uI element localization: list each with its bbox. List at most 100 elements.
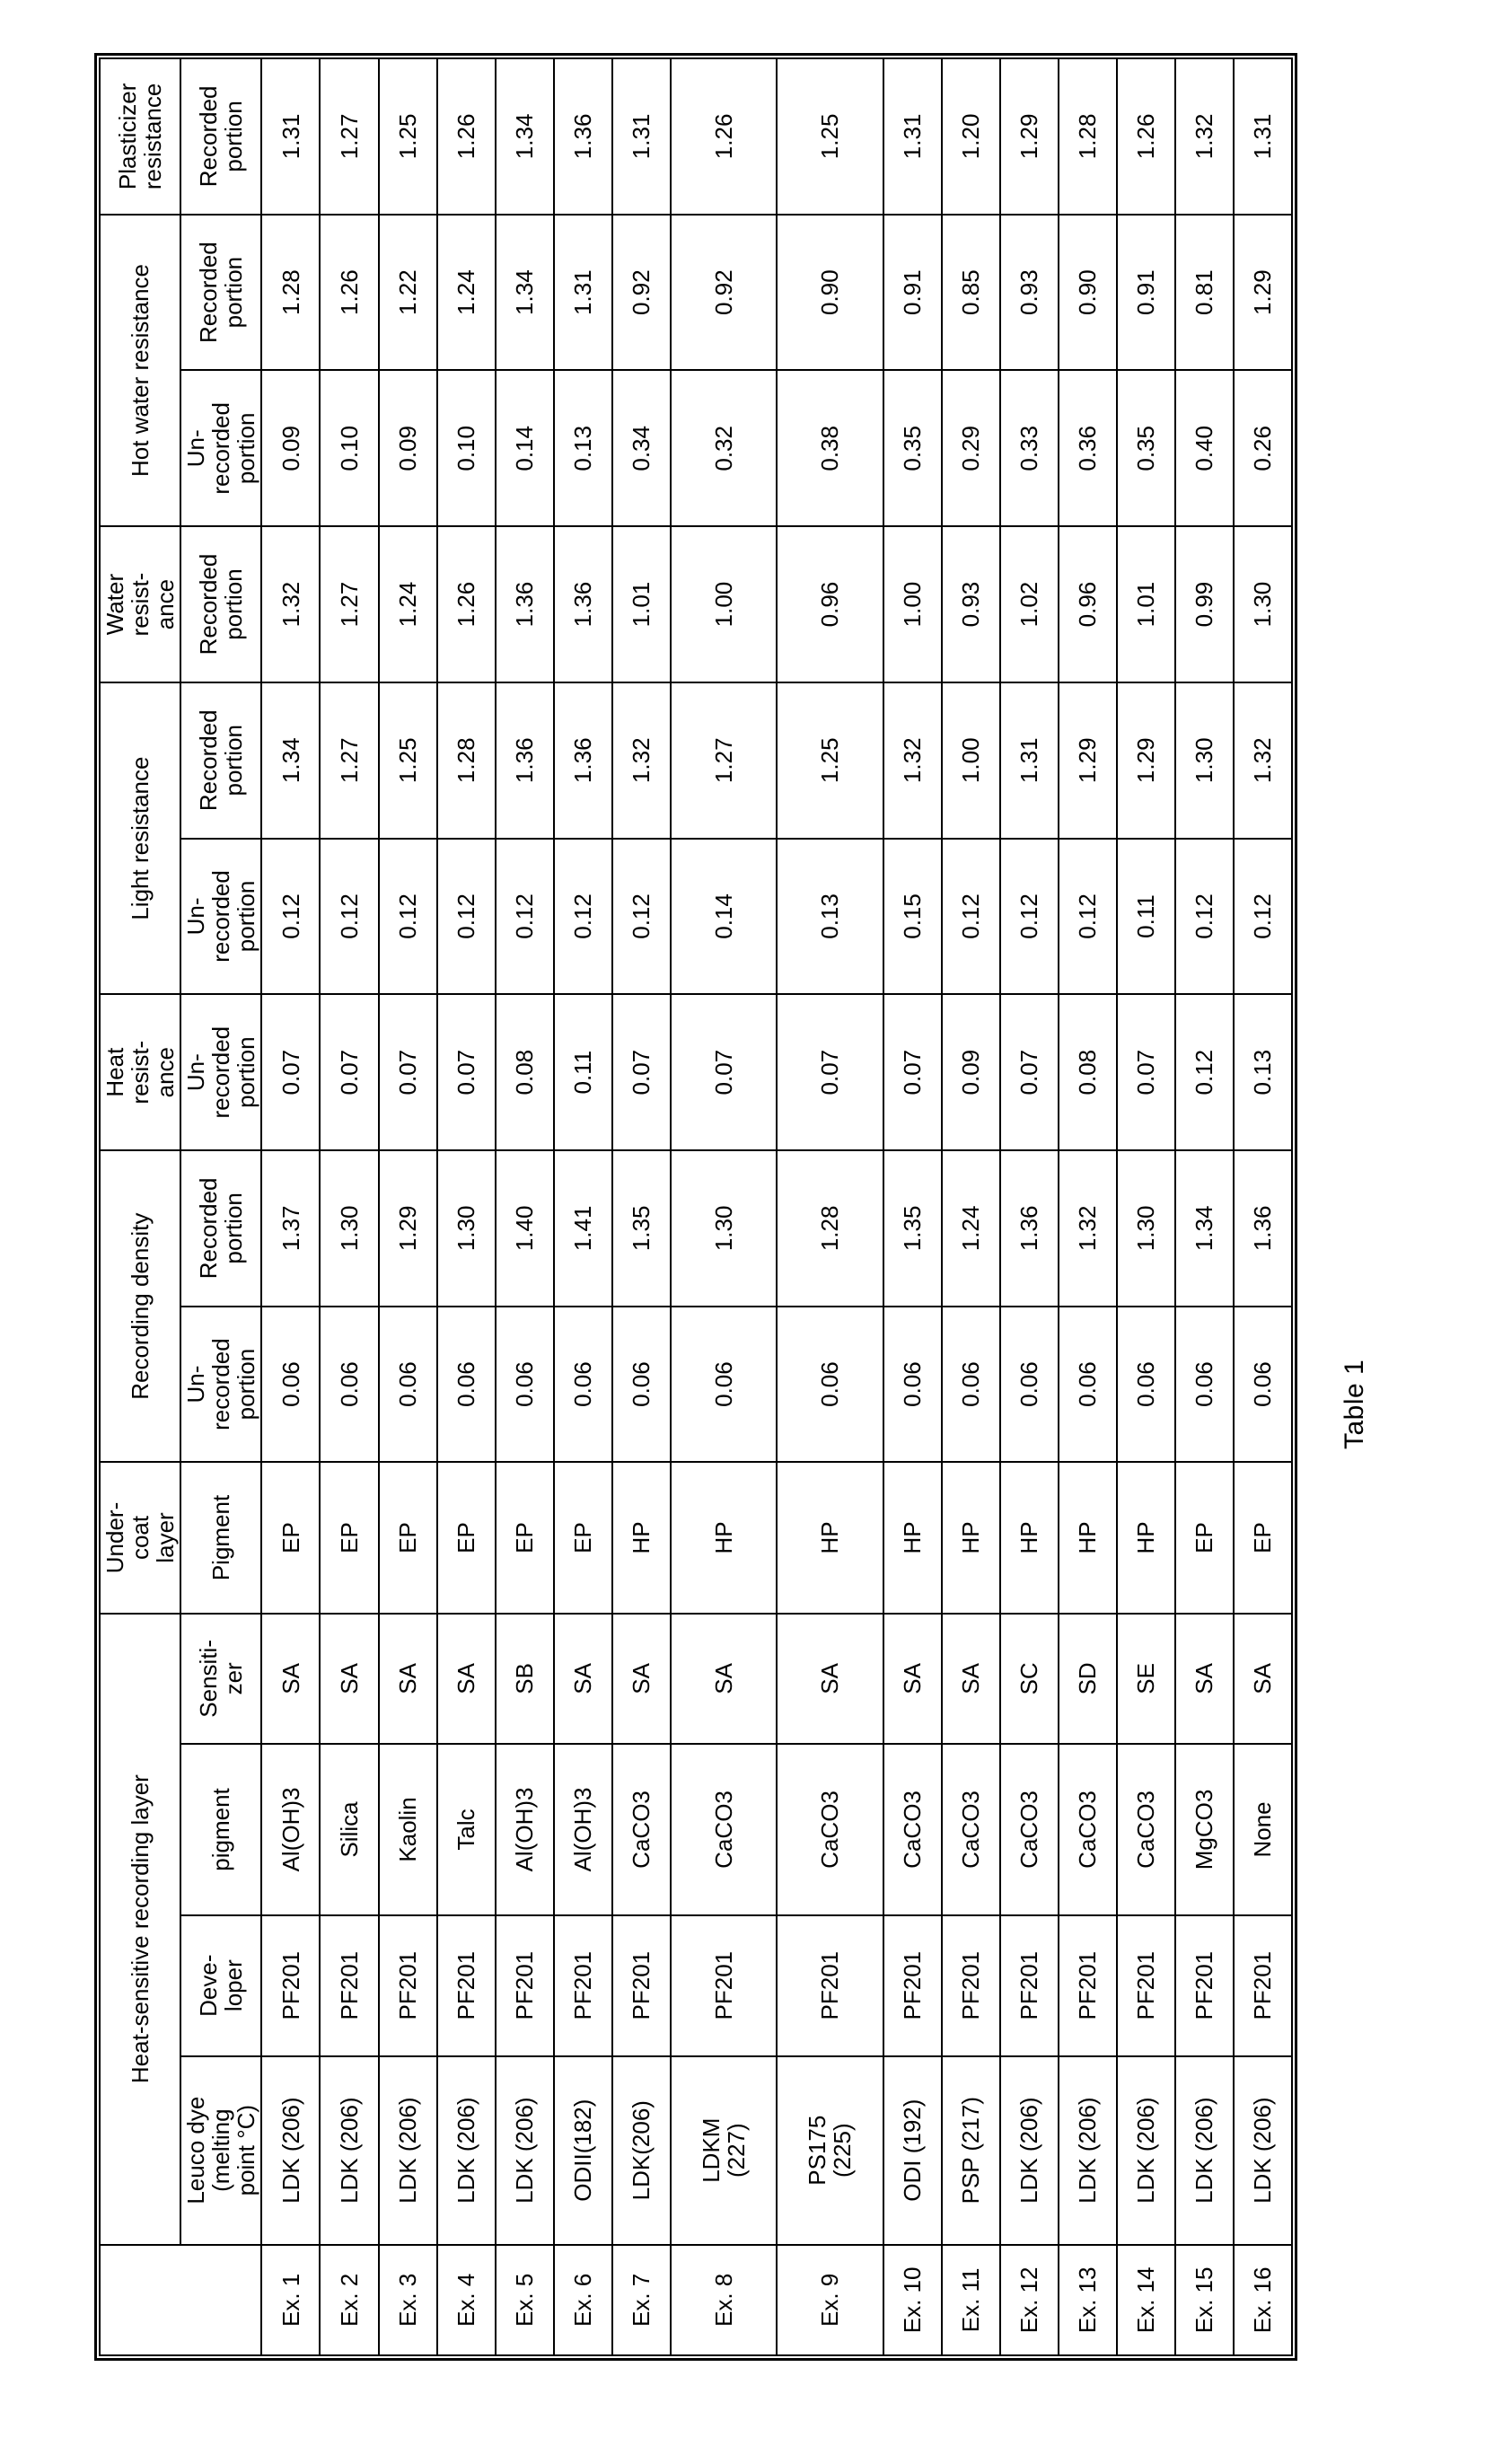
cell-undercoat-pigment: EP [437, 1462, 496, 1613]
cell-rec-density-recorded: 1.28 [777, 1150, 883, 1307]
cell-hot-water-unrecorded: 0.29 [942, 370, 1000, 526]
cell-hot-water-recorded: 0.90 [777, 215, 883, 371]
cell-water-resist-recorded: 1.36 [496, 526, 554, 682]
cell-hot-water-unrecorded: 0.09 [379, 370, 437, 526]
cell-plasticizer-recorded: 1.32 [1175, 58, 1234, 215]
cell-pigment: Al(OH)3 [261, 1744, 320, 1915]
cell-heat-resist-unrecorded: 0.08 [1059, 994, 1117, 1150]
table-body: Ex. 1LDK (206)PF201Al(OH)3SAEP0.061.370.… [261, 58, 1292, 2355]
cell-water-resist-recorded: 1.24 [379, 526, 437, 682]
subheader-plasticizer-recorded: Recordedportion [180, 58, 261, 215]
cell-plasticizer-recorded: 1.29 [1000, 58, 1059, 215]
cell-developer: PF201 [1117, 1915, 1175, 2056]
cell-developer: PF201 [320, 1915, 378, 2056]
results-table: Heat-sensitive recording layer Under-coa… [99, 57, 1293, 2356]
cell-pigment: CaCO3 [1117, 1744, 1175, 1915]
cell-developer: PF201 [777, 1915, 883, 2056]
subheader-hotwater-recorded: Recordedportion [180, 215, 261, 371]
cell-undercoat-pigment: EP [496, 1462, 554, 1613]
cell-developer: PF201 [883, 1915, 942, 2056]
cell-heat-resist-unrecorded: 0.08 [496, 994, 554, 1150]
cell-developer: PF201 [1234, 1915, 1292, 2056]
group-water-resistance: Waterresist-ance [100, 526, 180, 682]
cell-undercoat-pigment: EP [261, 1462, 320, 1613]
cell-rec-density-unrecorded: 0.06 [1234, 1307, 1292, 1463]
cell-rec-density-recorded: 1.29 [379, 1150, 437, 1307]
table-caption: Table 1 [1340, 1360, 1370, 1449]
cell-undercoat-pigment: HP [942, 1462, 1000, 1613]
subheader-sensitizer: Sensiti-zer [180, 1614, 261, 1745]
table-row: Ex. 4LDK (206)PF201TalcSAEP0.061.300.070… [437, 58, 496, 2355]
subheader-recdensity-recorded: Recordedportion [180, 1150, 261, 1307]
cell-undercoat-pigment: EP [554, 1462, 612, 1613]
subheader-recdensity-unrecorded: Un-recordedportion [180, 1307, 261, 1463]
cell-water-resist-recorded: 0.99 [1175, 526, 1234, 682]
cell-hot-water-unrecorded: 0.35 [883, 370, 942, 526]
header-group-row: Heat-sensitive recording layer Under-coa… [100, 58, 180, 2355]
cell-leuco-dye: LDK (206) [1059, 2056, 1117, 2245]
cell-hot-water-unrecorded: 0.32 [671, 370, 778, 526]
cell-pigment: CaCO3 [942, 1744, 1000, 1915]
cell-light-resist-recorded: 1.32 [883, 682, 942, 839]
cell-heat-resist-unrecorded: 0.07 [777, 994, 883, 1150]
cell-developer: PF201 [612, 1915, 671, 2056]
cell-sensitizer: SA [883, 1614, 942, 1745]
cell-sensitizer: SA [777, 1614, 883, 1745]
cell-water-resist-recorded: 1.36 [554, 526, 612, 682]
cell-hot-water-recorded: 1.26 [320, 215, 378, 371]
cell-heat-resist-unrecorded: 0.07 [437, 994, 496, 1150]
row-label: Ex. 7 [612, 2245, 671, 2355]
cell-light-resist-unrecorded: 0.12 [612, 839, 671, 995]
cell-plasticizer-recorded: 1.31 [1234, 58, 1292, 215]
cell-heat-resist-unrecorded: 0.07 [1000, 994, 1059, 1150]
cell-light-resist-unrecorded: 0.12 [496, 839, 554, 995]
cell-hot-water-unrecorded: 0.13 [554, 370, 612, 526]
cell-light-resist-recorded: 1.28 [437, 682, 496, 839]
subheader-lightresist-unrecorded: Un-recordedportion [180, 839, 261, 995]
row-label: Ex. 9 [777, 2245, 883, 2355]
cell-undercoat-pigment: EP [320, 1462, 378, 1613]
cell-pigment: Talc [437, 1744, 496, 1915]
cell-water-resist-recorded: 1.00 [883, 526, 942, 682]
table-row: Ex. 9PS175(225)PF201CaCO3SAHP0.061.280.0… [777, 58, 883, 2355]
cell-rec-density-unrecorded: 0.06 [261, 1307, 320, 1463]
cell-hot-water-recorded: 0.91 [883, 215, 942, 371]
cell-light-resist-recorded: 1.00 [942, 682, 1000, 839]
cell-heat-resist-unrecorded: 0.07 [671, 994, 778, 1150]
cell-leuco-dye: LDK (206) [1117, 2056, 1175, 2245]
cell-undercoat-pigment: EP [379, 1462, 437, 1613]
group-recording-density: Recording density [100, 1150, 180, 1462]
cell-developer: PF201 [437, 1915, 496, 2056]
cell-water-resist-recorded: 1.01 [1117, 526, 1175, 682]
cell-heat-resist-unrecorded: 0.07 [883, 994, 942, 1150]
cell-developer: PF201 [942, 1915, 1000, 2056]
table-row: Ex. 6ODII(182)PF201Al(OH)3SAEP0.061.410.… [554, 58, 612, 2355]
subheader-lightresist-recorded: Recordedportion [180, 682, 261, 839]
cell-leuco-dye: LDK (206) [1000, 2056, 1059, 2245]
cell-pigment: CaCO3 [1000, 1744, 1059, 1915]
group-heat-sensitive-recording-layer: Heat-sensitive recording layer [100, 1614, 180, 2245]
subheader-heatresist-unrecorded: Un-recordedportion [180, 994, 261, 1150]
cell-hot-water-unrecorded: 0.14 [496, 370, 554, 526]
cell-undercoat-pigment: HP [883, 1462, 942, 1613]
cell-sensitizer: SD [1059, 1614, 1117, 1745]
table-head: Heat-sensitive recording layer Under-coa… [100, 58, 261, 2355]
cell-heat-resist-unrecorded: 0.13 [1234, 994, 1292, 1150]
cell-rec-density-unrecorded: 0.06 [379, 1307, 437, 1463]
cell-hot-water-unrecorded: 0.36 [1059, 370, 1117, 526]
cell-heat-resist-unrecorded: 0.11 [554, 994, 612, 1150]
cell-light-resist-recorded: 1.34 [261, 682, 320, 839]
table-row: Ex. 1LDK (206)PF201Al(OH)3SAEP0.061.370.… [261, 58, 320, 2355]
cell-developer: PF201 [379, 1915, 437, 2056]
cell-sensitizer: SA [261, 1614, 320, 1745]
table-row: Ex. 8LDKM(227)PF201CaCO3SAHP0.061.300.07… [671, 58, 778, 2355]
cell-undercoat-pigment: HP [1059, 1462, 1117, 1613]
table-row: Ex. 2LDK (206)PF201SilicaSAEP0.061.300.0… [320, 58, 378, 2355]
row-label: Ex. 13 [1059, 2245, 1117, 2355]
cell-water-resist-recorded: 1.30 [1234, 526, 1292, 682]
cell-light-resist-unrecorded: 0.11 [1117, 839, 1175, 995]
row-label: Ex. 15 [1175, 2245, 1234, 2355]
row-label: Ex. 6 [554, 2245, 612, 2355]
cell-undercoat-pigment: HP [777, 1462, 883, 1613]
cell-hot-water-recorded: 0.90 [1059, 215, 1117, 371]
